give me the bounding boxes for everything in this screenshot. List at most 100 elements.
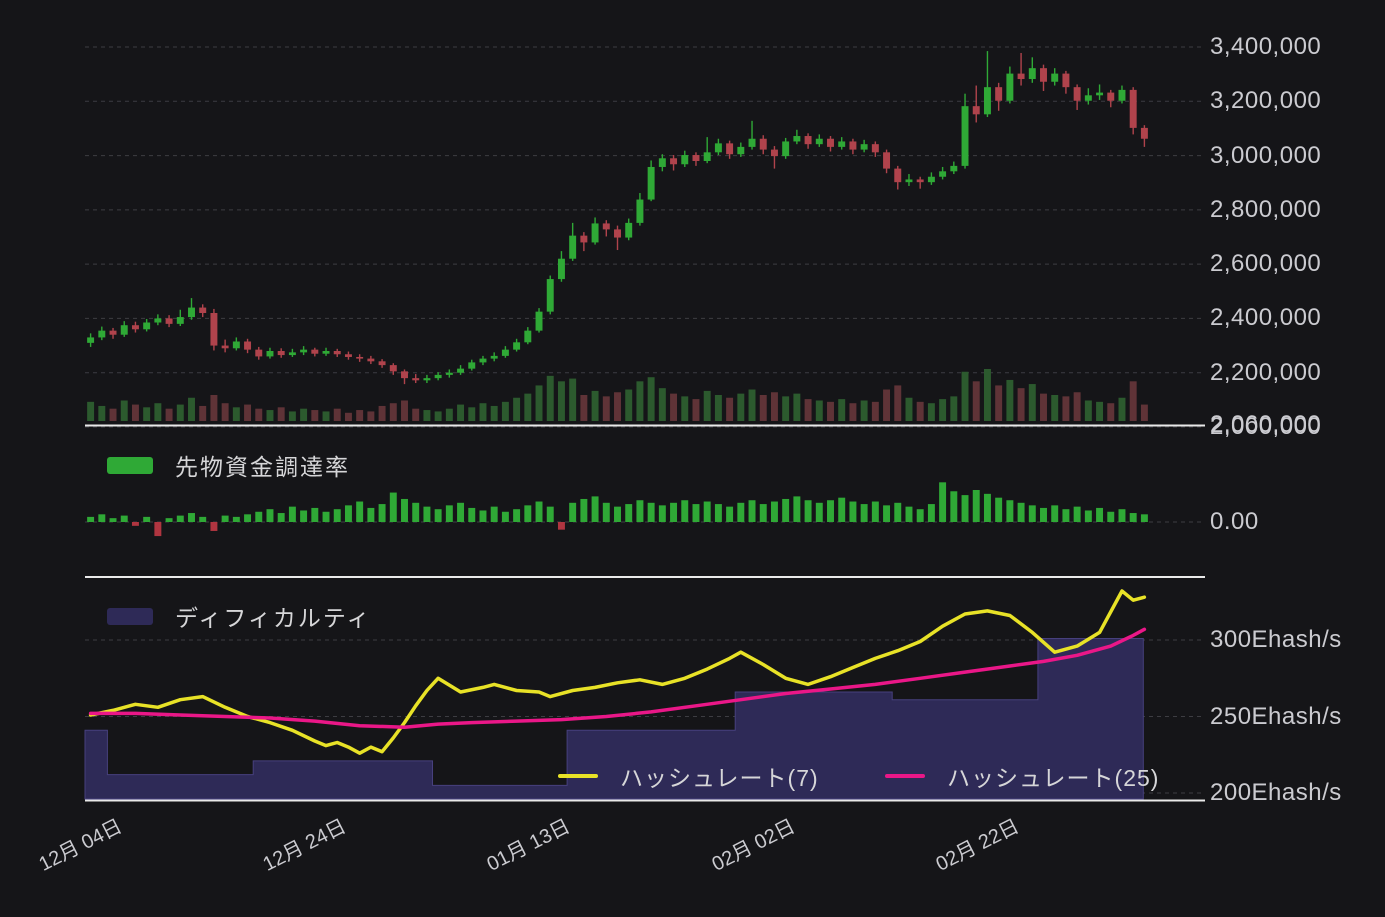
candle-body (232, 341, 240, 349)
candle-body (513, 342, 521, 350)
candle-body (266, 351, 274, 357)
funding-bar (344, 505, 352, 522)
funding-bar (546, 506, 554, 522)
candle-body (927, 176, 935, 183)
volume-bar (344, 412, 352, 421)
funding-bar (1017, 502, 1025, 522)
volume-bar (1107, 403, 1115, 421)
candle-body (300, 349, 308, 353)
volume-bar (356, 410, 364, 421)
funding-bar (614, 506, 621, 522)
candle-body (995, 87, 1003, 101)
funding-bar (905, 506, 913, 522)
funding-bar (378, 504, 386, 522)
hashrate25-legend[interactable]: ハッシュレート(25) (885, 759, 1159, 793)
candle-body (849, 141, 857, 150)
volume-bar (288, 411, 296, 421)
volume-bar (927, 403, 935, 421)
candle-body (389, 365, 397, 372)
funding-bar (479, 510, 487, 522)
volume-bar (983, 369, 991, 421)
funding-bar (804, 500, 812, 522)
volume-bar (815, 400, 823, 421)
price-axis-label: 3,200,000 (1210, 87, 1322, 115)
difficulty-swatch-icon (107, 607, 153, 625)
funding-bar (524, 505, 532, 522)
candle-body (557, 258, 565, 280)
candle-body (950, 165, 958, 172)
hashrate-axis-label-250: 250Ehash/s (1210, 703, 1342, 730)
candle-body (614, 229, 621, 238)
candle-body (983, 87, 991, 115)
candle-body (770, 149, 778, 157)
volume-bar (401, 400, 408, 421)
candle-body (210, 313, 218, 346)
funding-rate-legend[interactable]: 先物資金調達率 (107, 448, 350, 482)
volume-bar (165, 408, 173, 421)
candle-body (1062, 73, 1070, 88)
funding-bar (154, 522, 162, 537)
price-axis-label: 2,000,000 (1210, 413, 1322, 440)
volume-bar (961, 371, 969, 421)
volume-bar (311, 410, 319, 421)
funding-bar (849, 501, 857, 522)
funding-bar (434, 509, 442, 522)
funding-bar (1096, 507, 1104, 522)
candle-body (199, 307, 207, 313)
funding-bar (1140, 514, 1148, 522)
volume-bar (1084, 400, 1092, 421)
volume-bar (87, 401, 95, 421)
candle-body (916, 179, 924, 183)
funding-bar (726, 506, 734, 522)
price-axis-label: 2,200,000 (1210, 358, 1322, 386)
difficulty-legend[interactable]: ディフィカルティ (107, 599, 372, 633)
price-axis-label: 3,000,000 (1210, 141, 1322, 169)
volume-bar (176, 404, 184, 421)
difficulty-legend-label: ディフィカルティ (175, 605, 372, 631)
funding-bar (322, 511, 330, 522)
volume-bar (759, 395, 767, 421)
funding-bar (401, 498, 408, 522)
funding-bar (277, 513, 285, 522)
funding-bar (288, 506, 296, 522)
candle-body (905, 179, 913, 183)
funding-bar (412, 502, 420, 522)
candle-body (87, 337, 95, 343)
funding-bar (1028, 505, 1036, 522)
volume-bar (871, 401, 879, 421)
funding-zero-label: 0.00 (1210, 508, 1259, 535)
candle-body (277, 351, 285, 356)
volume-bar (445, 408, 453, 421)
volume-bar (367, 411, 375, 421)
volume-bar (580, 395, 588, 421)
candle-body (602, 223, 610, 230)
hashrate-axis-label-300: 300Ehash/s (1210, 626, 1342, 653)
volume-bar (300, 408, 308, 421)
funding-bar (703, 501, 711, 522)
volume-bar (748, 389, 756, 421)
volume-bar (569, 378, 577, 421)
hashrate7-line-swatch-icon (558, 774, 598, 778)
candle-body (423, 378, 431, 381)
candle-body (255, 349, 263, 357)
funding-bar (367, 507, 375, 522)
funding-bar (513, 509, 521, 522)
funding-bar (87, 516, 95, 522)
hashrate25-line (88, 627, 1147, 729)
funding-bar (860, 504, 868, 522)
candle-body (737, 146, 745, 155)
funding-bar (827, 500, 834, 522)
volume-bar (221, 403, 229, 421)
funding-bar (972, 490, 980, 522)
funding-bar (759, 504, 767, 522)
funding-bar (311, 507, 319, 522)
candle-body (1118, 89, 1126, 101)
hashrate7-legend[interactable]: ハッシュレート(7) (558, 759, 819, 793)
candle-body (457, 368, 465, 373)
volume-bar (591, 390, 599, 421)
volume-bar (670, 393, 678, 421)
volume-bar (714, 395, 722, 421)
candle-body (972, 106, 980, 115)
funding-bar (569, 502, 577, 522)
